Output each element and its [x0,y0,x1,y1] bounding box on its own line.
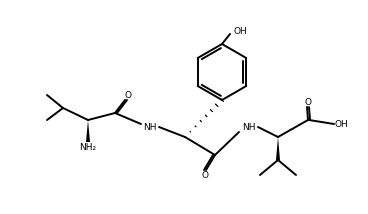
Text: NH: NH [242,122,256,131]
Text: OH: OH [334,119,348,128]
Text: NH₂: NH₂ [79,144,96,153]
Text: NH: NH [143,122,157,131]
Text: OH: OH [233,27,247,36]
Text: O: O [124,91,131,100]
Polygon shape [86,120,90,142]
Text: O: O [304,98,311,107]
Text: O: O [202,171,209,180]
Polygon shape [276,137,280,160]
